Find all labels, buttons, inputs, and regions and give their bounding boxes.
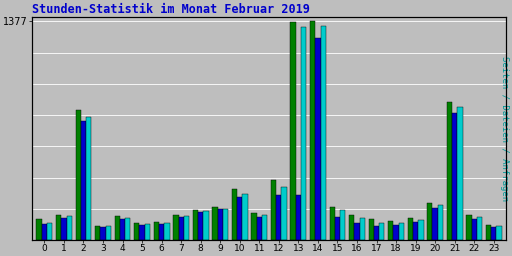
Bar	[120, 219, 125, 240]
Bar	[296, 195, 301, 240]
Bar	[399, 223, 404, 240]
Bar	[212, 208, 218, 240]
Bar	[438, 205, 443, 240]
Bar	[56, 215, 61, 240]
Bar	[310, 21, 315, 240]
Bar	[81, 121, 86, 240]
Bar	[359, 218, 365, 240]
Bar	[164, 223, 169, 240]
Bar	[330, 208, 335, 240]
Bar	[36, 219, 42, 240]
Bar	[477, 218, 482, 240]
Bar	[418, 220, 423, 240]
Bar	[105, 226, 111, 240]
Bar	[154, 222, 159, 240]
Bar	[472, 219, 477, 240]
Bar	[335, 217, 340, 240]
Bar	[301, 27, 306, 240]
Bar	[42, 224, 47, 240]
Bar	[203, 211, 208, 240]
Bar	[193, 210, 198, 240]
Bar	[369, 219, 374, 240]
Bar	[218, 209, 223, 240]
Bar	[173, 215, 179, 240]
Bar	[76, 110, 81, 240]
Bar	[354, 223, 359, 240]
Bar	[262, 215, 267, 240]
Bar	[349, 216, 354, 240]
Bar	[427, 203, 433, 240]
Bar	[271, 180, 276, 240]
Bar	[282, 187, 287, 240]
Bar	[134, 222, 139, 240]
Bar	[257, 217, 262, 240]
Bar	[159, 224, 164, 240]
Bar	[486, 225, 491, 240]
Bar	[393, 225, 399, 240]
Bar	[237, 197, 242, 240]
Bar	[457, 108, 462, 240]
Bar	[452, 113, 457, 240]
Bar	[321, 26, 326, 240]
Bar	[496, 226, 502, 240]
Bar	[86, 117, 91, 240]
Bar	[95, 226, 100, 240]
Bar	[408, 218, 413, 240]
Bar	[232, 189, 237, 240]
Bar	[433, 208, 438, 240]
Bar	[340, 210, 346, 240]
Bar	[447, 102, 452, 240]
Bar	[139, 225, 145, 240]
Bar	[115, 216, 120, 240]
Bar	[251, 213, 257, 240]
Bar	[198, 212, 203, 240]
Text: Stunden-Statistik im Monat Februar 2019: Stunden-Statistik im Monat Februar 2019	[32, 3, 310, 16]
Bar	[491, 227, 496, 240]
Bar	[413, 222, 418, 240]
Bar	[315, 38, 321, 240]
Bar	[379, 222, 385, 240]
Bar	[290, 23, 296, 240]
Bar	[242, 194, 248, 240]
Bar	[223, 209, 228, 240]
Bar	[145, 224, 150, 240]
Bar	[466, 216, 472, 240]
Y-axis label: Seiten / Dateien / Anfragen: Seiten / Dateien / Anfragen	[500, 56, 509, 201]
Bar	[179, 217, 184, 240]
Bar	[276, 195, 282, 240]
Bar	[184, 216, 189, 240]
Bar	[67, 216, 72, 240]
Bar	[374, 226, 379, 240]
Bar	[100, 227, 105, 240]
Bar	[125, 218, 131, 240]
Bar	[47, 222, 52, 240]
Bar	[388, 221, 393, 240]
Bar	[61, 218, 67, 240]
